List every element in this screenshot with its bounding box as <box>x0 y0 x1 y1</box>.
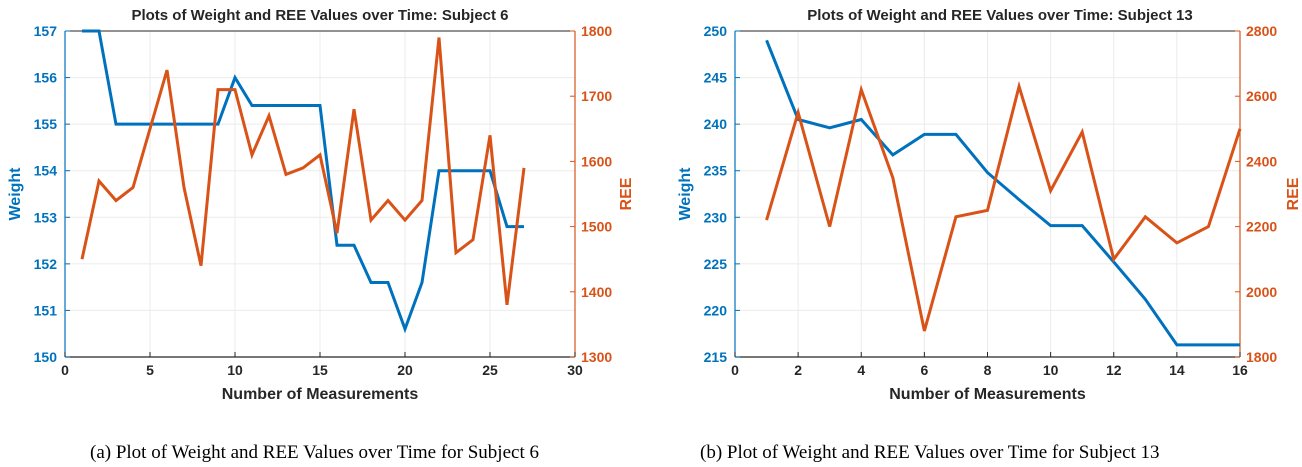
right-y-tick-label: 1600 <box>581 153 612 169</box>
left-y-tick-label: 235 <box>704 163 728 179</box>
left-y-tick-label: 152 <box>34 256 58 272</box>
left-y-tick-label: 220 <box>704 302 728 318</box>
left-y-tick-label: 245 <box>704 70 728 86</box>
right-y-axis-label: REE <box>1285 177 1302 210</box>
x-tick-label: 15 <box>312 362 328 378</box>
right-y-tick-label: 2600 <box>1246 88 1277 104</box>
left-y-tick-label: 225 <box>704 256 728 272</box>
grid-lines <box>734 30 1241 358</box>
right-y-tick-label: 2000 <box>1246 284 1277 300</box>
ree-series-line <box>80 37 526 306</box>
x-tick-label: 5 <box>146 362 154 378</box>
right-y-tick-label: 1500 <box>581 219 612 235</box>
x-axis-label: Number of Measurements <box>222 386 419 403</box>
chart-title: Plots of Weight and REE Values over Time… <box>807 7 1192 24</box>
left-y-tick-label: 150 <box>34 349 58 365</box>
x-tick-label: 14 <box>1169 362 1185 378</box>
left-y-tick-label: 250 <box>704 23 728 39</box>
chart-panel-subject-6: 0 5 10 15 20 25 30 150 151 152 153 154 155 156 157 1300… <box>7 7 635 463</box>
weight-series-line <box>765 39 1240 347</box>
x-tick-label: 30 <box>567 362 583 378</box>
left-y-tick-label: 157 <box>34 23 58 39</box>
left-y-axis-label: Weight <box>7 167 24 221</box>
chart-title: Plots of Weight and REE Values over Time… <box>131 7 508 24</box>
x-tick-label: 12 <box>1106 362 1122 378</box>
left-y-tick-label: 156 <box>34 70 58 86</box>
x-tick-label: 16 <box>1232 362 1248 378</box>
right-y-tick-label: 2400 <box>1246 153 1277 169</box>
left-y-tick-label: 153 <box>34 209 58 225</box>
x-tick-label: 2 <box>794 362 802 378</box>
weight-series-line <box>82 29 524 334</box>
right-y-tick-label: 1800 <box>581 23 612 39</box>
left-y-tick-label: 155 <box>34 116 58 132</box>
x-tick-label: 25 <box>482 362 498 378</box>
right-y-tick-label: 1700 <box>581 88 612 104</box>
x-tick-label: 10 <box>1043 362 1059 378</box>
left-y-tick-label: 240 <box>704 116 728 132</box>
left-y-axis-label: Weight <box>677 167 694 221</box>
ree-series-line <box>765 80 1242 332</box>
grid-lines <box>64 30 576 358</box>
x-tick-label: 10 <box>227 362 243 378</box>
right-y-axis-label: REE <box>618 177 635 210</box>
right-y-tick-label: 1300 <box>581 349 612 365</box>
left-y-tick-label: 151 <box>34 302 58 318</box>
x-tick-label: 0 <box>731 362 739 378</box>
right-y-tick-label: 1800 <box>1246 349 1277 365</box>
x-axis-label: Number of Measurements <box>889 386 1086 403</box>
x-tick-label: 4 <box>857 362 865 378</box>
left-y-tick-label: 215 <box>704 349 728 365</box>
x-tick-label: 0 <box>61 362 69 378</box>
chart-panel-subject-13: 0 2 4 6 8 10 12 14 16 215 220 225 230 235 240 245 250 180… <box>677 7 1302 463</box>
figure-caption: (b) Plot of Weight and REE Values over T… <box>700 442 1160 463</box>
left-y-tick-label: 230 <box>704 209 728 225</box>
left-y-tick-label: 154 <box>34 163 58 179</box>
right-y-tick-label: 1400 <box>581 284 612 300</box>
right-y-tick-label: 2200 <box>1246 219 1277 235</box>
x-tick-label: 20 <box>397 362 413 378</box>
x-tick-label: 6 <box>920 362 928 378</box>
right-y-tick-label: 2800 <box>1246 23 1277 39</box>
x-tick-label: 8 <box>984 362 992 378</box>
figure-caption: (a) Plot of Weight and REE Values over T… <box>90 442 539 463</box>
